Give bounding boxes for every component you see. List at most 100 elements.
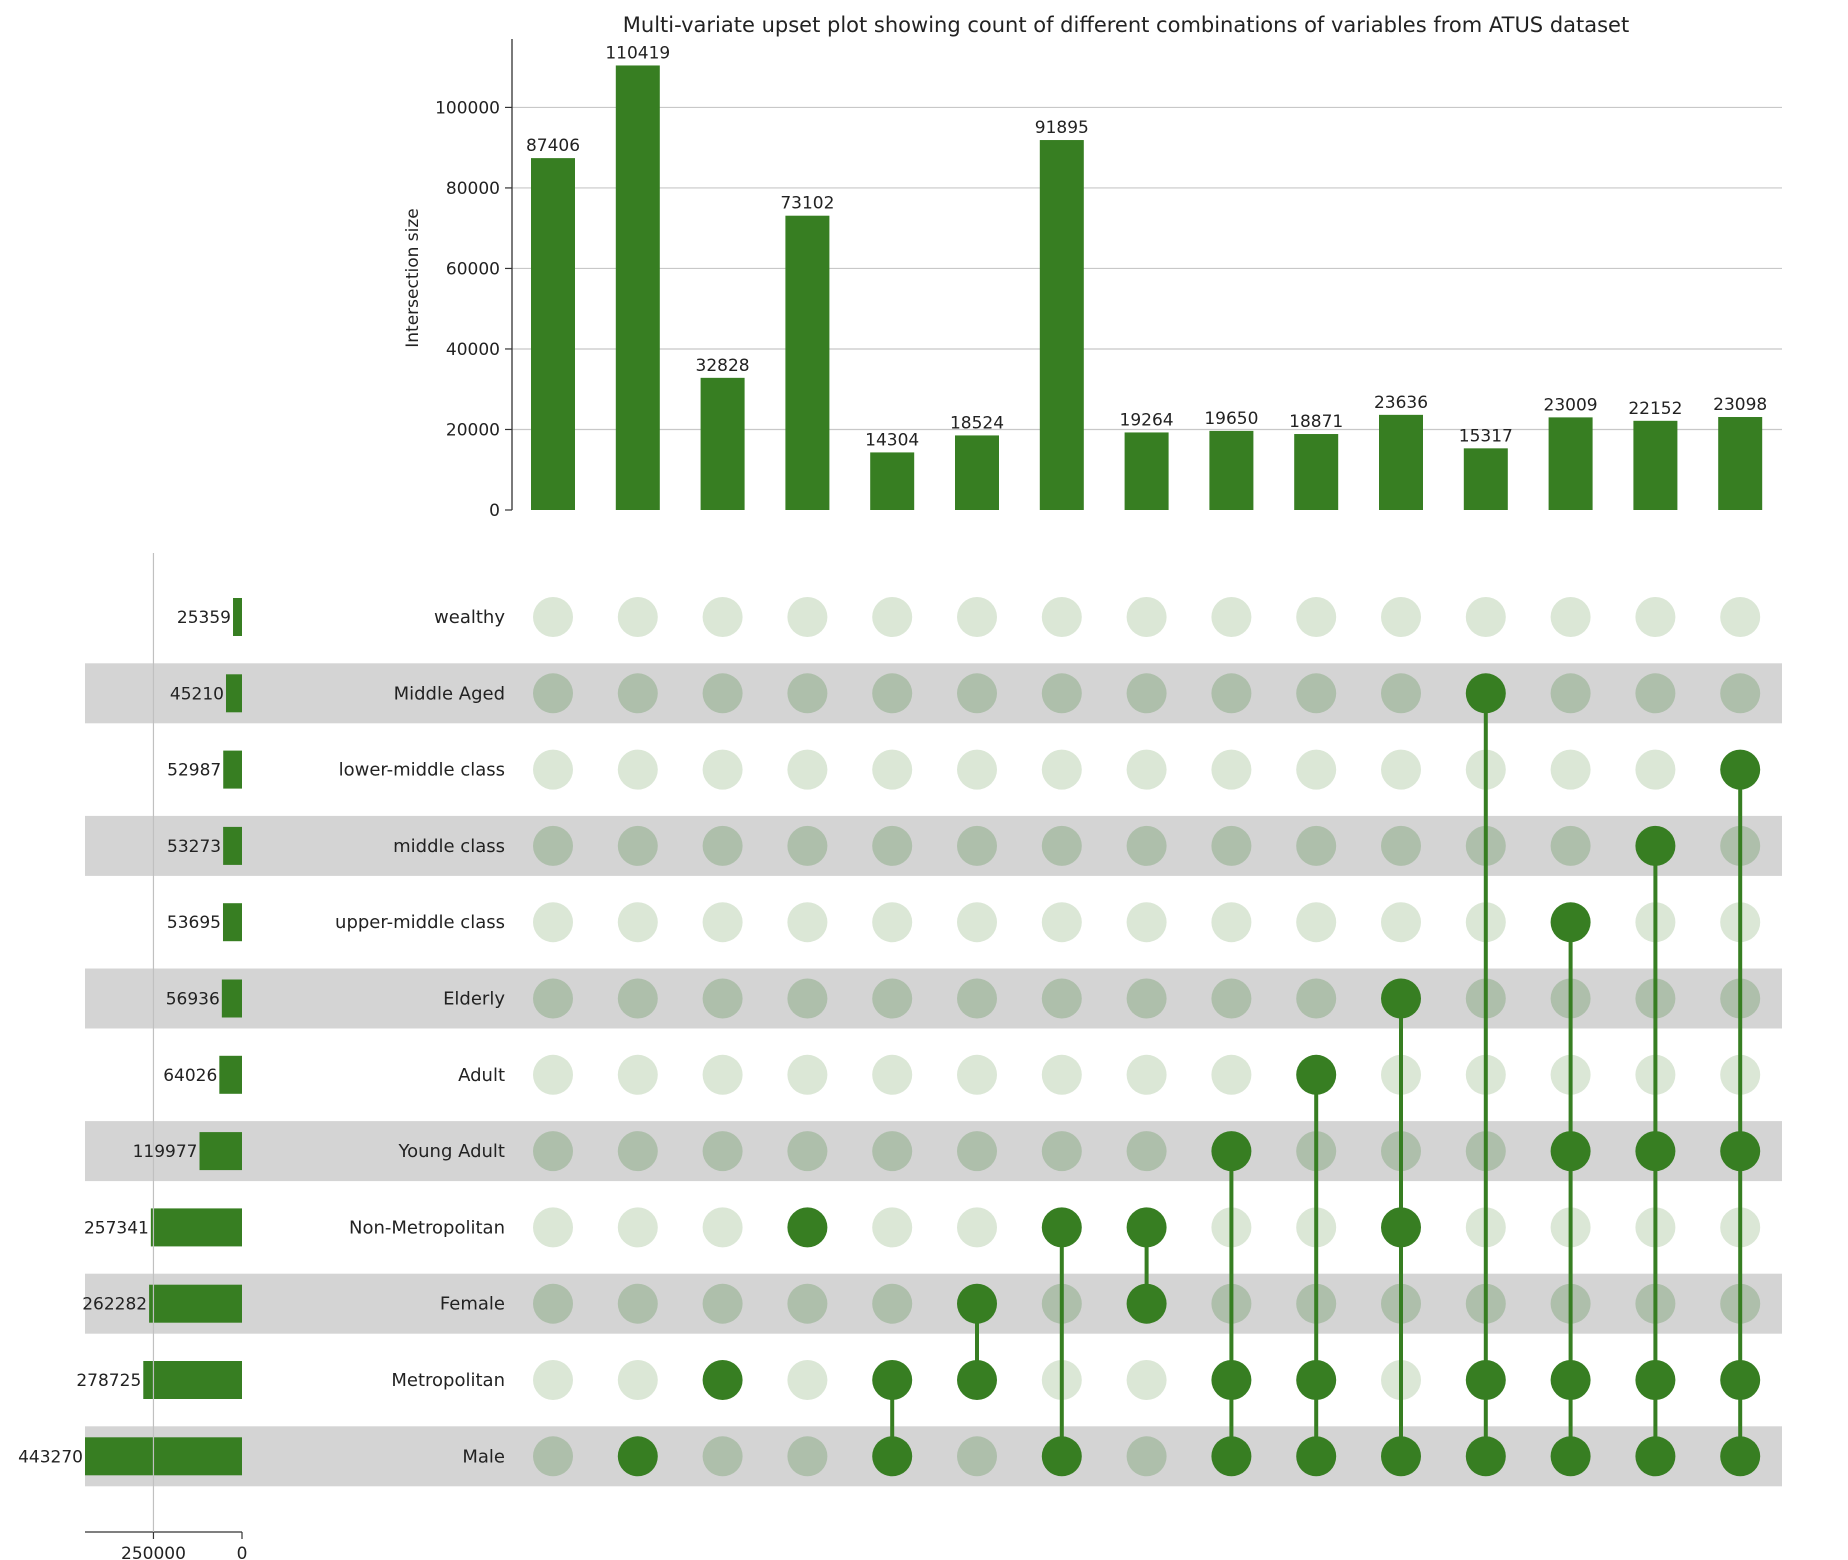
matrix-dot-inactive	[703, 1436, 743, 1476]
set-size-bar	[226, 674, 242, 712]
intersection-bar	[1464, 448, 1508, 510]
intersection-bar-label: 23636	[1374, 393, 1428, 413]
set-size-bars	[85, 598, 242, 1475]
matrix-dot-inactive	[533, 1436, 573, 1476]
matrix-dot-active	[703, 1360, 743, 1400]
intersection-bar	[1209, 431, 1253, 510]
intersection-bar	[785, 216, 829, 510]
y-tick-label: 100000	[435, 98, 500, 118]
matrix-dot-active	[872, 1360, 912, 1400]
matrix-dot-inactive	[703, 979, 743, 1019]
matrix-dot-inactive	[533, 979, 573, 1019]
row-stripe	[85, 969, 1782, 1029]
matrix-dot-inactive	[1551, 750, 1591, 790]
intersection-bar	[531, 158, 575, 510]
set-name-label: middle class	[393, 836, 505, 857]
matrix-dot-inactive	[1381, 673, 1421, 713]
intersection-bar-label: 23098	[1713, 395, 1767, 415]
matrix-dot-active	[1042, 1207, 1082, 1247]
matrix-dot-active	[1296, 1055, 1336, 1095]
matrix-dot-active	[1635, 1436, 1675, 1476]
chart-title: Multi-variate upset plot showing count o…	[623, 13, 1629, 37]
set-names: wealthyMiddle Agedlower-middle classmidd…	[335, 607, 505, 1467]
matrix-dot-active	[787, 1207, 827, 1247]
matrix-dot-inactive	[1042, 1131, 1082, 1171]
matrix-dot-active	[957, 1360, 997, 1400]
matrix-dot-inactive	[1381, 597, 1421, 637]
matrix-dot-inactive	[533, 750, 573, 790]
intersection-bar-label: 18524	[950, 413, 1004, 433]
matrix-dot-active	[1042, 1436, 1082, 1476]
matrix-dot-inactive	[787, 1436, 827, 1476]
matrix-dot-inactive	[1551, 597, 1591, 637]
matrix-dot-inactive	[1127, 1436, 1167, 1476]
matrix-dot-inactive	[618, 1360, 658, 1400]
matrix-dot-inactive	[618, 1131, 658, 1171]
set-name-label: Middle Aged	[394, 683, 505, 704]
matrix-dot-inactive	[1296, 826, 1336, 866]
matrix-dot-active	[1127, 1207, 1167, 1247]
matrix-dot-inactive	[787, 673, 827, 713]
matrix-dot-inactive	[618, 597, 658, 637]
set-size-bar	[143, 1361, 242, 1399]
set-axis-tick-label: 250000	[121, 1544, 186, 1560]
intersection-bar-label: 73102	[780, 194, 834, 214]
matrix-dot-inactive	[787, 979, 827, 1019]
matrix-dot-inactive	[872, 1207, 912, 1247]
matrix-dot-inactive	[703, 1284, 743, 1324]
intersection-matrix	[533, 597, 1760, 1476]
set-size-label: 119977	[133, 1142, 198, 1162]
matrix-dot-inactive	[1127, 1055, 1167, 1095]
matrix-dot-inactive	[1720, 597, 1760, 637]
intersection-bar-label: 110419	[605, 43, 670, 63]
set-size-label: 64026	[163, 1066, 217, 1086]
matrix-dot-active	[1466, 1360, 1506, 1400]
matrix-dot-inactive	[618, 1284, 658, 1324]
matrix-dot-inactive	[1127, 1131, 1167, 1171]
y-tick-label: 80000	[446, 179, 500, 199]
matrix-dot-active	[1551, 1436, 1591, 1476]
matrix-dot-inactive	[957, 979, 997, 1019]
matrix-dot-inactive	[1296, 673, 1336, 713]
matrix-dot-inactive	[1127, 673, 1167, 713]
matrix-dot-inactive	[957, 1055, 997, 1095]
matrix-dot-active	[1296, 1360, 1336, 1400]
row-stripe	[85, 1274, 1782, 1334]
matrix-row-stripes	[85, 663, 1782, 1486]
matrix-dot-inactive	[872, 1055, 912, 1095]
row-stripe	[85, 663, 1782, 723]
matrix-dot-active	[1720, 1436, 1760, 1476]
set-size-labels: 25359 45210 52987 53273 53695 56936 64026 11997…	[18, 608, 231, 1467]
matrix-dot-inactive	[1127, 979, 1167, 1019]
matrix-dot-inactive	[618, 1207, 658, 1247]
matrix-dot-active	[1635, 1360, 1675, 1400]
intersection-bar-label: 32828	[696, 356, 750, 376]
matrix-dot-inactive	[872, 1284, 912, 1324]
matrix-dot-inactive	[1296, 902, 1336, 942]
matrix-dot-inactive	[872, 902, 912, 942]
matrix-dot-inactive	[1211, 750, 1251, 790]
matrix-dot-inactive	[787, 1284, 827, 1324]
matrix-dot-active	[1720, 750, 1760, 790]
intersection-bar	[1040, 140, 1084, 510]
intersection-bar	[870, 452, 914, 510]
y-axis-label: Intersection size	[403, 208, 423, 348]
matrix-dot-active	[1635, 1131, 1675, 1171]
matrix-dot-inactive	[533, 1360, 573, 1400]
matrix-dot-inactive	[957, 597, 997, 637]
matrix-dot-active	[1551, 1131, 1591, 1171]
matrix-dot-inactive	[1211, 1055, 1251, 1095]
intersection-bar	[955, 435, 999, 510]
matrix-dot-active	[1211, 1436, 1251, 1476]
intersection-bar	[1718, 417, 1762, 510]
intersection-bar-label: 15317	[1459, 426, 1513, 446]
matrix-dot-inactive	[703, 1207, 743, 1247]
set-size-bar	[223, 827, 242, 865]
intersection-bar-label: 14304	[865, 430, 919, 450]
matrix-dot-active	[1635, 826, 1675, 866]
intersection-bar	[701, 378, 745, 510]
matrix-dot-inactive	[957, 1436, 997, 1476]
y-tick-label: 20000	[446, 420, 500, 440]
matrix-dot-active	[1381, 1436, 1421, 1476]
